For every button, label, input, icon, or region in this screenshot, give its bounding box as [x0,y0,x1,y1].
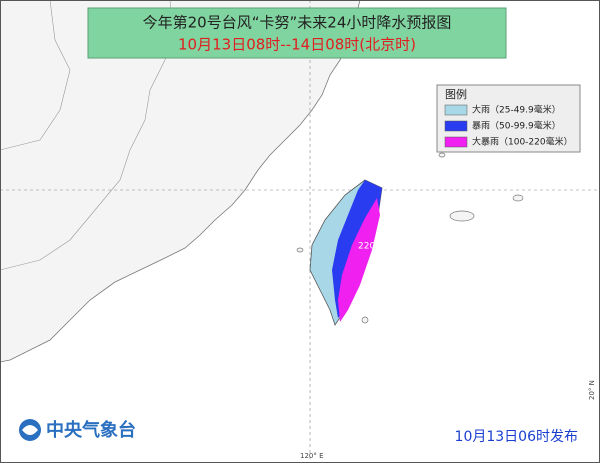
lon-label: 120° E [300,452,324,460]
island [361,316,369,324]
lat-label: 20° N [588,380,596,400]
title-box [87,7,507,59]
rain-heavy-rainstorm [338,198,380,322]
agency: 中央气象台 [46,419,136,441]
logo-mark [22,425,38,435]
province-border [0,0,71,151]
island [512,194,524,202]
legend-label: 大雨（25-49.9毫米） [472,104,561,116]
legend-title: 图例 [445,87,467,101]
legend-items: 大雨（25-49.9毫米） 暴雨（50-99.9毫米） 大暴雨（100-220毫米） [444,104,573,148]
subtitle: 10月13日08时--14日08时(北京时) [178,36,416,54]
legend-swatch [444,120,468,132]
max-label: 220 [358,242,375,252]
legend-swatch [444,104,468,116]
island [296,247,304,253]
legend-label: 暴雨（50-99.9毫米） [472,120,561,132]
mainland [0,0,361,363]
island [449,210,475,222]
title: 今年第20号台风“卡努”未来24小时降水预报图 [143,14,452,32]
island [438,152,446,158]
legend-swatch [444,136,468,148]
legend-label: 大暴雨（100-220毫米） [472,136,573,148]
issued: 10月13日06时发布 [455,429,578,445]
